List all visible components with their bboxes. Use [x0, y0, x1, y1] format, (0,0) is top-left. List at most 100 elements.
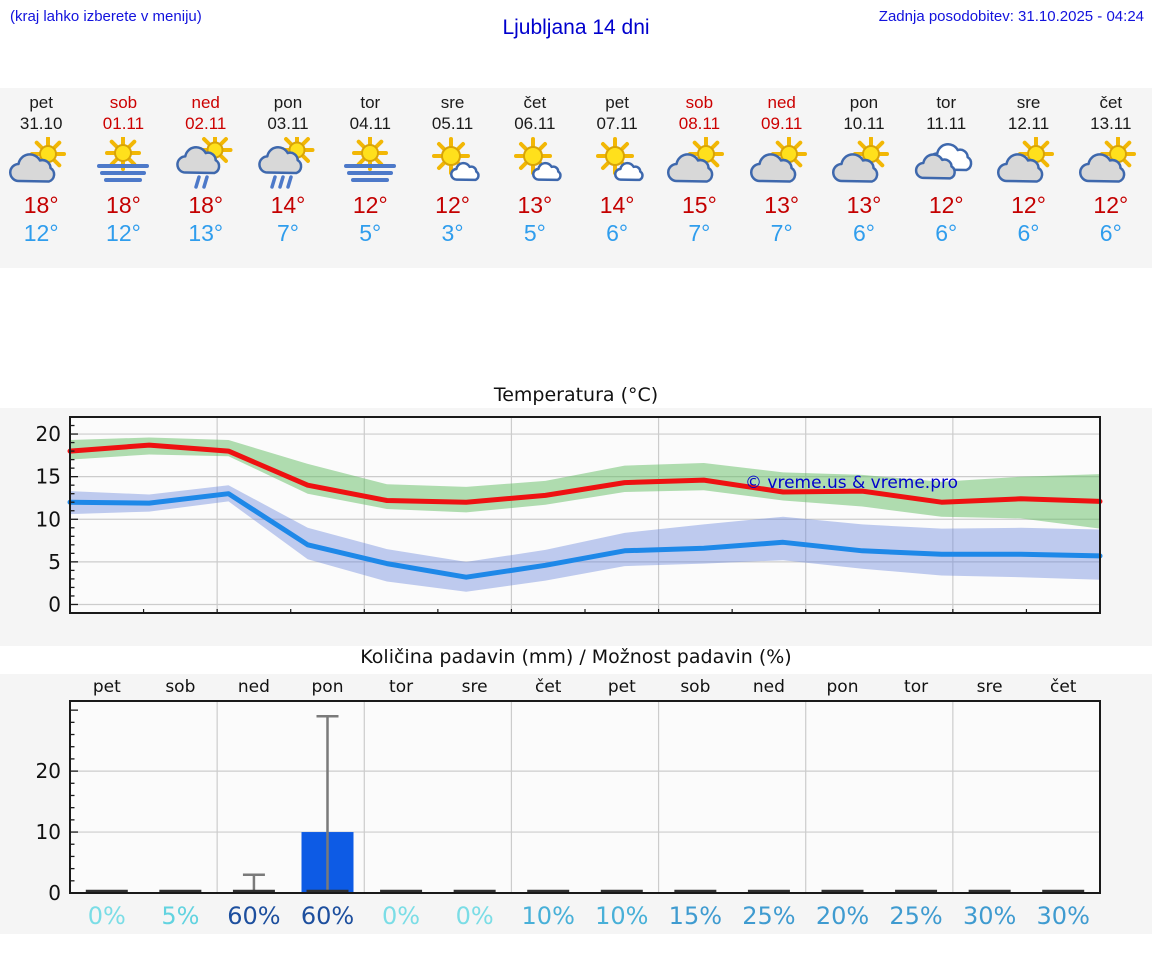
min-temp-line — [67, 491, 1103, 580]
day-date: 01.11 — [102, 114, 145, 133]
low-temp: 6° — [935, 220, 958, 246]
rain-probability-label: 0% — [382, 902, 420, 930]
precip-day-label: sre — [462, 677, 488, 697]
rain-probability-label: 60% — [227, 902, 280, 930]
high-temp: 13° — [764, 192, 800, 218]
precip-ytick-label: 0 — [48, 881, 61, 905]
watermark-link[interactable]: © vreme.us & vreme.pro — [745, 473, 958, 493]
high-temp: 12° — [928, 192, 964, 218]
low-temp: 6° — [852, 220, 875, 246]
high-temp: 13° — [846, 192, 882, 218]
high-temp: 18° — [188, 192, 224, 218]
precip-day-label: ned — [753, 677, 785, 697]
day-date: 13.11 — [1090, 114, 1132, 133]
forecast-day-13.11[interactable]: čet 13.11 12° 6° — [1070, 88, 1152, 268]
forecast-day-11.11[interactable]: tor 11.11 12° 6° — [905, 88, 987, 268]
precip-day-label: sre — [977, 677, 1003, 697]
forecast-day-09.11[interactable]: ned 09.11 13° 7° — [741, 88, 823, 268]
precip-day-label: pon — [827, 677, 859, 697]
forecast-day-07.11[interactable]: pet 07.11 14° 6° — [576, 88, 658, 268]
day-date: 05.11 — [431, 114, 474, 133]
day-date: 03.11 — [267, 114, 309, 133]
forecast-day-31.10[interactable]: pet 31.10 18° 12° — [0, 88, 82, 268]
day-date: 11.11 — [926, 114, 967, 133]
precip-day-label: pet — [93, 677, 121, 697]
day-name: ned — [767, 93, 796, 112]
partly-cloudy-icon — [667, 136, 731, 189]
precip-ytick-label: 20 — [36, 759, 61, 783]
forecast-day-02.11[interactable]: ned 02.11 18° 13° — [165, 88, 247, 268]
high-temp: 18° — [106, 192, 141, 218]
high-temp: 12° — [435, 192, 470, 218]
light-rain-sun-icon — [174, 132, 238, 189]
forecast-day-06.11[interactable]: čet 06.11 13° 5° — [494, 88, 576, 268]
day-date: 09.11 — [761, 114, 803, 133]
precip-grid — [70, 701, 1100, 893]
temperature-chart: 0 5 10 15 20 © vreme.us & vreme.pro — [0, 408, 1152, 646]
temp-ytick-label: 0 — [48, 592, 61, 616]
rain-probability-label: 15% — [669, 902, 722, 930]
forecast-day-12.11[interactable]: sre 12.11 12° 6° — [987, 88, 1069, 268]
temperature-chart-title: Temperatura (°C) — [493, 384, 659, 406]
forecast-day-03.11[interactable]: pon 03.11 14° 7° — [247, 88, 329, 268]
partly-cloudy-icon — [832, 136, 896, 189]
min-temp-range — [70, 485, 1100, 592]
day-name: pet — [29, 93, 53, 112]
day-name: sob — [109, 93, 138, 112]
precip-day-labels: pet sob ned pon tor sre čet pet sob ned pon tor sre č… — [93, 677, 1077, 697]
day-name: čet — [523, 93, 547, 112]
day-name: pet — [605, 93, 629, 112]
high-temp: 12° — [1011, 192, 1046, 218]
high-temp: 18° — [23, 192, 59, 218]
temp-axes: 0 5 10 15 20 — [36, 416, 1101, 616]
precipitation-chart-title: Količina padavin (mm) / Možnost padavin … — [360, 646, 792, 668]
precip-ytick-label: 10 — [36, 820, 61, 844]
mostly-sunny-icon — [503, 137, 567, 189]
forecast-day-05.11[interactable]: sre 05.11 12° 3° — [411, 88, 493, 268]
temp-ytick-label: 15 — [36, 465, 61, 489]
forecast-day-08.11[interactable]: sob 08.11 15° 7° — [658, 88, 740, 268]
partly-cloudy-icon — [749, 136, 814, 189]
rain-probability-label: 25% — [742, 902, 795, 930]
day-date: 07.11 — [596, 114, 638, 133]
rain-probability-label: 10% — [595, 902, 648, 930]
day-date: 31.10 — [19, 114, 63, 133]
rain-probability-label: 30% — [1037, 902, 1090, 930]
high-temp: 14° — [599, 192, 635, 218]
last-update-label: Zadnja posodobitev: 31.10.2025 - 04:24 — [878, 8, 1144, 25]
rain-probability-label: 25% — [889, 902, 942, 930]
forecast-day-10.11[interactable]: pon 10.11 13° 6° — [823, 88, 905, 268]
precip-day-label: sob — [165, 677, 195, 697]
temp-ytick-label: 10 — [36, 507, 61, 531]
low-temp: 6° — [1017, 220, 1040, 246]
rain-probability-label: 20% — [816, 902, 869, 930]
page-title: Ljubljana 14 dni — [502, 16, 650, 39]
rain-probability-label: 30% — [963, 902, 1016, 930]
high-temp: 15° — [682, 192, 717, 218]
location-menu-hint: (kraj lahko izberete v meniju) — [10, 8, 202, 25]
precip-day-label: tor — [904, 677, 928, 697]
precip-axes: 0 10 20 — [36, 700, 1101, 905]
day-date: 08.11 — [678, 114, 721, 133]
precip-day-label: čet — [1050, 677, 1077, 697]
day-name: pon — [849, 93, 879, 112]
partly-cloudy-icon — [1078, 136, 1143, 189]
temp-ytick-label: 20 — [36, 422, 61, 446]
rain-probability-label: 0% — [88, 902, 126, 930]
low-temp: 5° — [359, 220, 382, 246]
low-temp: 7° — [770, 220, 793, 246]
forecast-strip: pet 31.10 18° 12° sob 01.11 18° 12° ned 02.11 18°… — [0, 88, 1152, 268]
temp-ytick-label: 5 — [48, 550, 61, 574]
low-temp: 6° — [606, 220, 629, 246]
day-date: 06.11 — [514, 114, 556, 133]
low-temp: 7° — [276, 220, 299, 246]
high-temp: 14° — [270, 192, 306, 218]
day-date: 04.11 — [349, 114, 391, 133]
day-date: 02.11 — [185, 114, 227, 133]
max-temp-range — [70, 437, 1100, 529]
forecast-day-01.11[interactable]: sob 01.11 18° 12° — [82, 88, 164, 268]
day-name: tor — [360, 93, 381, 112]
precip-bars — [85, 714, 1085, 893]
forecast-day-04.11[interactable]: tor 04.11 12° 5° — [329, 88, 411, 268]
low-temp: 3° — [441, 220, 464, 246]
